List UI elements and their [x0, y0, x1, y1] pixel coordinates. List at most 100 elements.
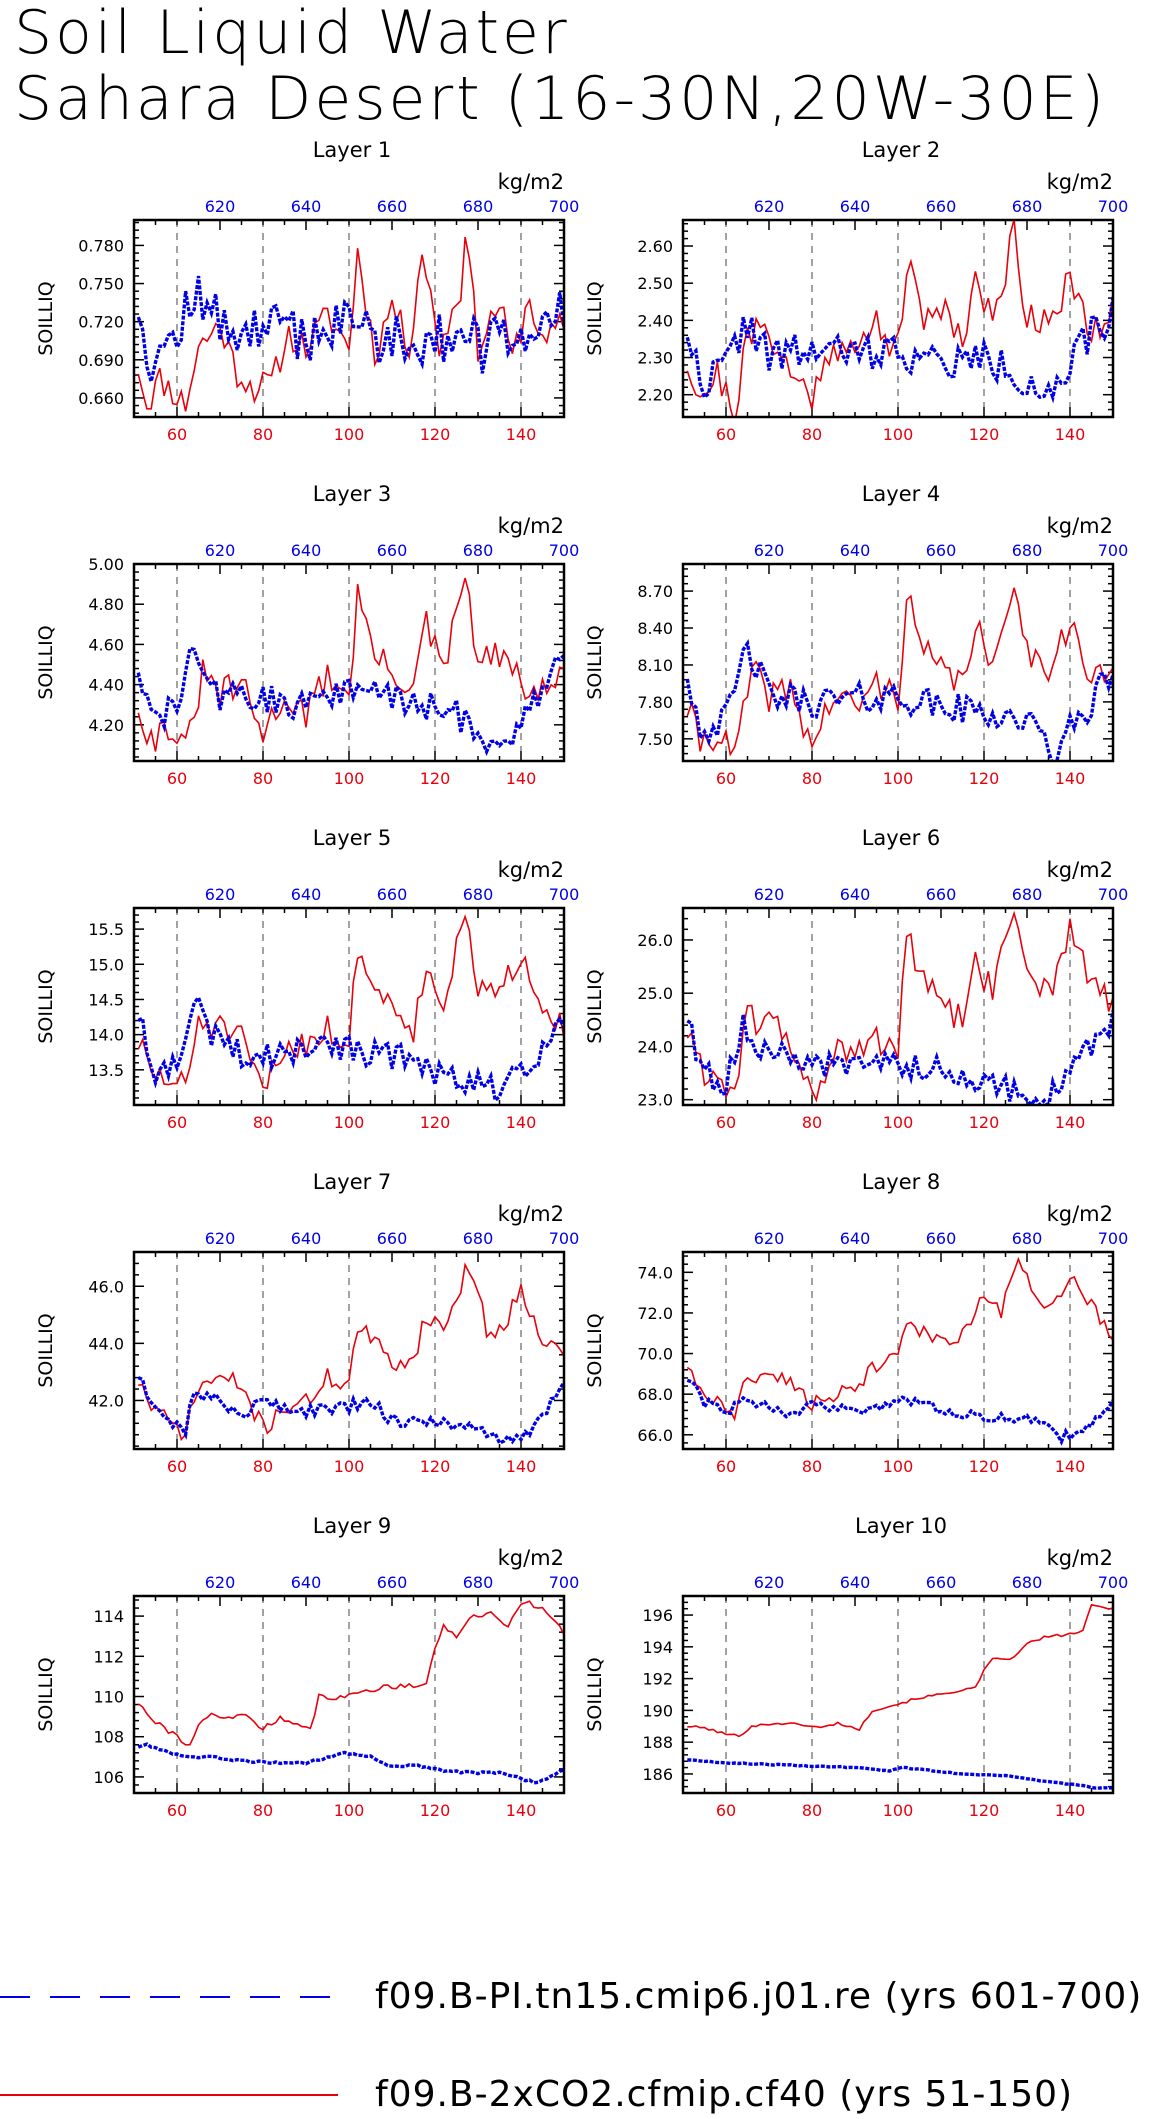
y-tick-label: 24.0: [637, 1037, 673, 1056]
y-tick-label: 2.20: [637, 386, 673, 405]
top-x-tick-label: 620: [205, 1229, 236, 1248]
x-tick-label: 80: [802, 1113, 822, 1132]
x-tick-label: 60: [716, 769, 736, 788]
y-tick-label: 66.0: [637, 1426, 673, 1445]
x-tick-label: 140: [506, 425, 537, 444]
y-tick-label: 44.0: [88, 1334, 124, 1353]
y-tick-label: 74.0: [637, 1263, 673, 1282]
y-tick-label: 196: [642, 1606, 673, 1625]
series-line-exp: [137, 236, 564, 412]
y-axis-label: SOILLIQ: [35, 625, 57, 699]
top-x-tick-label: 700: [1098, 1573, 1129, 1592]
y-axis-label: SOILLIQ: [35, 1313, 57, 1387]
x-tick-label: 140: [1055, 769, 1086, 788]
top-axis-label: kg/m2: [1047, 858, 1113, 882]
x-tick-label: 80: [253, 1457, 273, 1476]
top-x-tick-label: 620: [754, 197, 785, 216]
top-x-tick-label: 680: [463, 197, 494, 216]
y-tick-label: 188: [642, 1733, 673, 1752]
x-tick-label: 80: [802, 1457, 822, 1476]
y-tick-label: 72.0: [637, 1304, 673, 1323]
top-x-tick-label: 680: [463, 541, 494, 560]
y-tick-label: 194: [642, 1638, 673, 1657]
series-line-ctl: [685, 638, 1113, 761]
plot-frame: [132, 906, 566, 1107]
top-x-tick-label: 680: [1012, 1573, 1043, 1592]
top-x-tick-label: 660: [926, 1229, 957, 1248]
series-line-ctl: [686, 1378, 1113, 1446]
chart-panel-4: Layer 4 kg/m2 SOILLIQ 60 80 100 120 140 620 640 66…: [584, 482, 1128, 788]
series-line-ctl: [685, 296, 1113, 404]
chart-title: Layer 3: [313, 482, 392, 506]
series-line-exp: [686, 1256, 1113, 1422]
x-tick-label: 80: [802, 769, 822, 788]
chart-panel-1: Layer 1 kg/m2 SOILLIQ 60 80 100 120 140 620 640 66…: [35, 138, 579, 444]
y-tick-label: 4.40: [88, 676, 124, 695]
series-line-ctl: [137, 994, 564, 1104]
x-tick-label: 100: [334, 425, 365, 444]
y-axis-label: SOILLIQ: [584, 281, 606, 355]
x-tick-label: 120: [420, 769, 451, 788]
y-axis-label: SOILLIQ: [584, 625, 606, 699]
x-tick-label: 100: [883, 425, 914, 444]
top-x-tick-label: 620: [754, 1573, 785, 1592]
chart-panel-10: Layer 10 kg/m2 SOILLIQ 60 80 100 120 140 620 640 6…: [584, 1514, 1128, 1820]
chart-title: Layer 9: [313, 1514, 392, 1538]
top-x-tick-label: 660: [377, 541, 408, 560]
series-line-ctl: [137, 1742, 564, 1785]
y-tick-label: 4.80: [88, 595, 124, 614]
top-axis-label: kg/m2: [1047, 170, 1113, 194]
x-tick-label: 140: [506, 1113, 537, 1132]
x-tick-label: 100: [334, 1457, 365, 1476]
chart-title: Layer 6: [862, 826, 941, 850]
x-tick-label: 100: [334, 769, 365, 788]
series-line-ctl: [136, 646, 564, 757]
top-axis-label: kg/m2: [498, 1202, 564, 1226]
y-tick-label: 42.0: [88, 1391, 124, 1410]
x-tick-label: 100: [334, 1801, 365, 1820]
y-axis-label: SOILLIQ: [35, 1657, 57, 1731]
plot-frame: [681, 906, 1115, 1107]
top-x-tick-label: 680: [1012, 541, 1043, 560]
top-x-tick-label: 640: [840, 197, 871, 216]
chart-title: Layer 7: [313, 1170, 392, 1194]
x-tick-label: 120: [969, 1113, 1000, 1132]
x-tick-label: 60: [716, 1801, 736, 1820]
top-axis-label: kg/m2: [1047, 514, 1113, 538]
chart-panel-9: Layer 9 kg/m2 SOILLIQ 60 80 100 120 140 620 640 66…: [35, 1514, 579, 1820]
y-tick-label: 68.0: [637, 1385, 673, 1404]
figure-title-line-1: Soil Liquid Water: [14, 0, 570, 68]
top-x-tick-label: 700: [549, 541, 580, 560]
x-tick-label: 140: [506, 1801, 537, 1820]
y-tick-label: 2.50: [637, 274, 673, 293]
figure-title-line-2: Sahara Desert (16-30N,20W-30E): [14, 64, 1107, 134]
y-tick-label: 114: [93, 1607, 124, 1626]
y-tick-label: 15.0: [88, 955, 124, 974]
top-x-tick-label: 700: [1098, 885, 1129, 904]
y-tick-label: 0.750: [78, 275, 124, 294]
series-line-exp: [138, 1262, 564, 1442]
x-tick-label: 100: [883, 1457, 914, 1476]
series-line-exp: [686, 910, 1113, 1103]
x-tick-label: 120: [420, 1113, 451, 1132]
legend: f09.B-PI.tn15.cmip6.j01.re (yrs 601-700)…: [0, 1940, 1155, 2119]
top-axis-label: kg/m2: [498, 514, 564, 538]
chart-title: Layer 4: [862, 482, 941, 506]
x-tick-label: 140: [1055, 1801, 1086, 1820]
y-tick-label: 26.0: [637, 931, 673, 950]
x-tick-label: 60: [716, 1113, 736, 1132]
top-x-tick-label: 640: [840, 1573, 871, 1592]
y-tick-label: 7.50: [637, 730, 673, 749]
x-tick-label: 100: [334, 1113, 365, 1132]
y-tick-label: 2.40: [637, 311, 673, 330]
y-tick-label: 112: [93, 1647, 124, 1666]
x-tick-label: 140: [1055, 425, 1086, 444]
top-x-tick-label: 660: [377, 1573, 408, 1592]
top-x-tick-label: 660: [926, 885, 957, 904]
x-tick-label: 140: [1055, 1457, 1086, 1476]
y-tick-label: 4.20: [88, 716, 124, 735]
x-tick-label: 60: [167, 425, 187, 444]
y-tick-label: 0.660: [78, 389, 124, 408]
top-x-tick-label: 620: [205, 1573, 236, 1592]
y-axis-label: SOILLIQ: [584, 1313, 606, 1387]
